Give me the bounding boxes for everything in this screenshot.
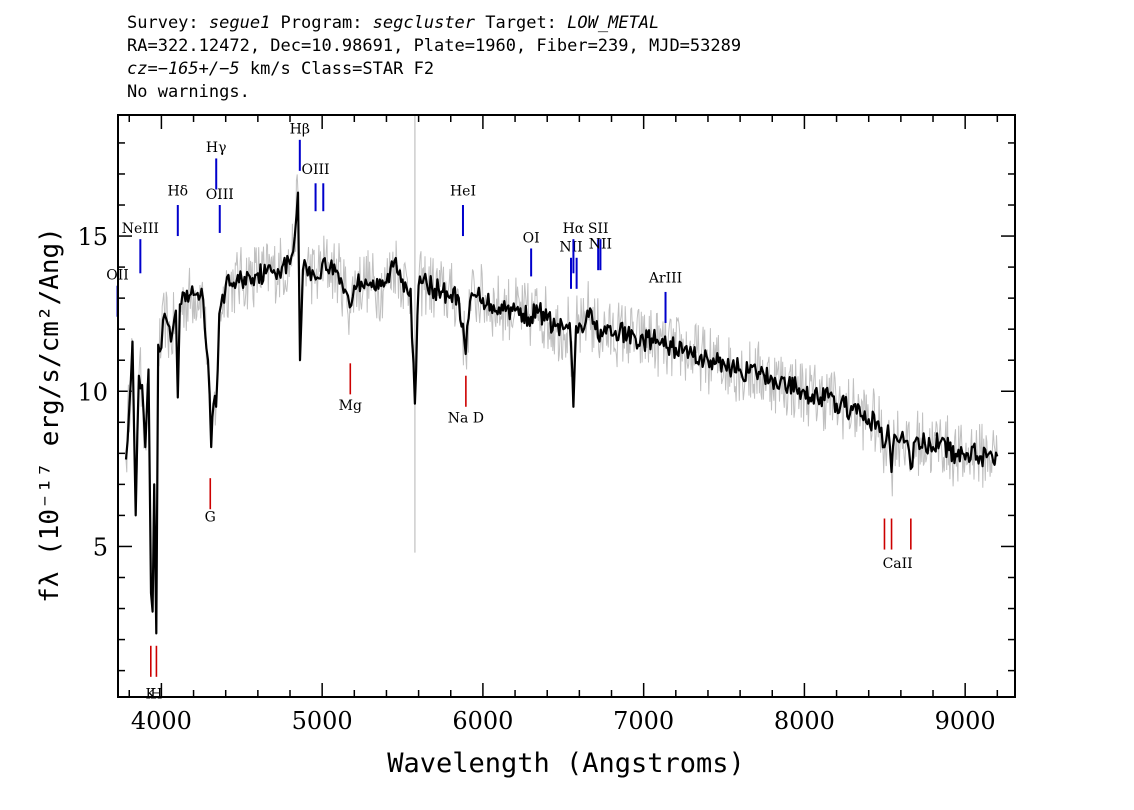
raw-flux-series bbox=[125, 174, 998, 634]
header-redshift-line: cz=−165+/−5 km/s Class=STAR F2 bbox=[127, 59, 435, 79]
emission-line-label: OI bbox=[523, 230, 540, 246]
emission-line-label: OIII bbox=[302, 162, 330, 178]
absorption-line-label: K bbox=[146, 687, 157, 703]
plot-area: 4000 5000 6000 7000 8000 900051015OIINeIIIHδH… bbox=[77, 115, 1015, 735]
emission-line-label: NII bbox=[559, 240, 582, 256]
smoothed-flux-series bbox=[124, 191, 999, 635]
emission-line-label: Hγ bbox=[206, 140, 227, 156]
x-tick-label: 5000 bbox=[292, 707, 353, 735]
y-tick-label: 5 bbox=[93, 533, 108, 561]
x-tick-label: 8000 bbox=[774, 707, 835, 735]
x-tick-label: 4000 bbox=[131, 707, 192, 735]
y-axis-title: fλ (10⁻¹⁷ erg/s/cm²/Ang) bbox=[35, 227, 65, 603]
absorption-line-label: G bbox=[205, 510, 216, 526]
emission-line-label: HeI bbox=[450, 184, 476, 200]
emission-line-label: Hβ bbox=[290, 122, 310, 138]
header-warnings-line: No warnings. bbox=[127, 82, 250, 102]
absorption-line-label: H bbox=[150, 687, 162, 703]
header-coords-line: RA=322.12472, Dec=10.98691, Plate=1960, … bbox=[127, 36, 742, 56]
emission-line-label: NII bbox=[589, 236, 612, 252]
x-tick-label: 6000 bbox=[452, 707, 513, 735]
y-tick-label: 15 bbox=[77, 223, 108, 251]
emission-line-label: OIII bbox=[206, 187, 234, 203]
emission-line-label: Hδ bbox=[167, 184, 188, 200]
header-survey-line: Survey: segue1 Program: segcluster Targe… bbox=[127, 13, 660, 33]
emission-line-label: Hα bbox=[563, 221, 585, 237]
plot-frame bbox=[117, 114, 1016, 698]
absorption-line-label: Na D bbox=[448, 410, 484, 426]
emission-line-label: NeIII bbox=[122, 221, 159, 237]
x-axis-title: Wavelength (Angstroms) bbox=[387, 748, 745, 779]
absorption-line-label: Mg bbox=[339, 398, 362, 414]
emission-line-label: SII bbox=[588, 221, 609, 237]
x-tick-label: 7000 bbox=[613, 707, 674, 735]
x-tick-label: 9000 bbox=[935, 707, 996, 735]
spectrum-header: Survey: segue1 Program: segcluster Targe… bbox=[127, 12, 1027, 104]
absorption-line-label: CaII bbox=[883, 556, 913, 572]
emission-line-label: ArIII bbox=[648, 271, 682, 287]
y-tick-label: 10 bbox=[77, 378, 108, 406]
